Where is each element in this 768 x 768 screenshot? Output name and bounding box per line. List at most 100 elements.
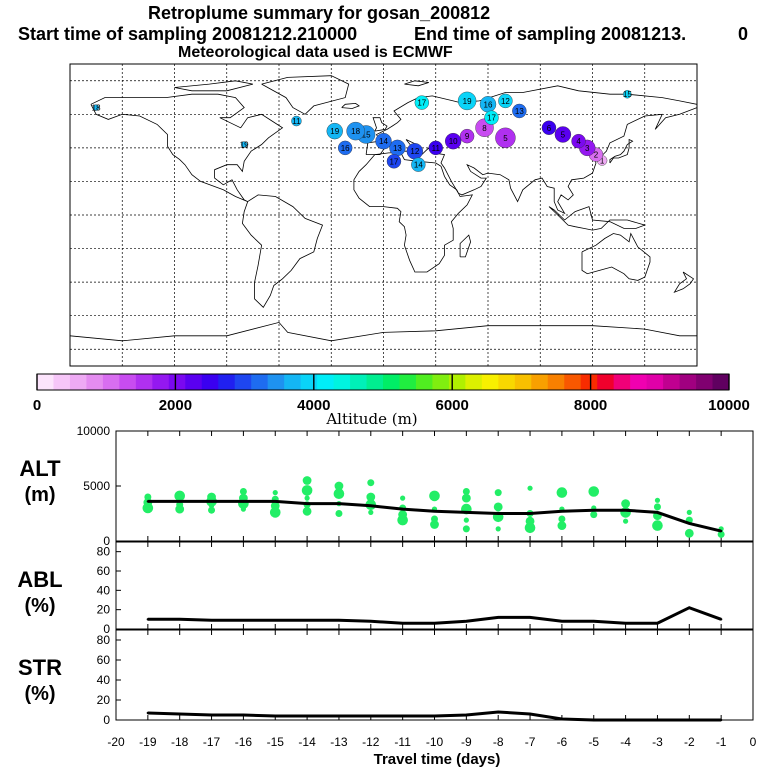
y-tick-label: 10000 [77,424,111,438]
scatter-point [558,515,566,523]
line-point [210,713,213,717]
scatter-point [623,518,629,524]
scatter-point [366,492,376,502]
plume-cluster-marker [444,132,462,150]
line-point [337,714,341,718]
line-point [210,500,213,503]
plume-cluster-label: 19 [463,97,472,106]
x-tick-label: -4 [620,735,631,749]
plume-cluster-marker [240,141,248,148]
scatter-point [429,490,440,502]
scatter-point [304,495,310,501]
x-axis-title: Travel time (days) [374,751,501,768]
y-tick-label: 80 [97,633,111,647]
line-point [688,606,691,609]
line-point [465,511,468,514]
scatter-point [302,506,312,516]
x-tick-label: -15 [267,735,285,749]
colorbar-segment [69,374,87,390]
scatter-point [588,486,600,497]
plume-cluster-label: 15 [623,90,632,99]
colorbar-segment [531,374,549,390]
scatter-point [684,528,694,538]
x-tick-label: 0 [750,735,757,749]
line-series-abl [147,606,722,625]
colorbar-segment [547,374,565,390]
scatter-point [717,530,725,538]
time-series-panels: ALT (m) 10000 5000 0 ABL (%) 80 60 40 20 0 STR (%) 80 6… [17,424,754,727]
plume-cluster: 19 [326,122,343,140]
panel-frame [115,629,754,721]
scatter-point [207,492,216,502]
plume-cluster-marker [386,154,402,169]
colorbar-segment [317,374,334,390]
coastline-iceland [341,102,360,109]
coastline-eurasia [365,85,698,215]
x-tick-label: -7 [525,735,536,749]
scatter-point [302,476,312,485]
line-point [560,510,564,513]
line-point [369,620,372,623]
plume-cluster-marker [375,132,392,150]
plume-cluster-label: 5 [561,130,566,139]
scatter-point [495,526,501,532]
colorbar-segment [366,374,384,390]
scatter-point [525,516,535,526]
line-point [178,500,181,503]
x-tick-label: -16 [235,735,253,749]
y-tick-label: 80 [97,545,111,559]
plume-cluster: 16 [337,140,353,156]
y-tick-label: 60 [97,564,111,578]
coastline-australia [581,232,651,281]
plume-cluster-label: 14 [379,137,388,146]
scatter-point [368,509,374,515]
line-point [465,713,468,717]
plume-cluster-marker [484,110,499,125]
plume-cluster-label: 11 [292,117,301,126]
plume-cluster-label: 8 [482,124,487,133]
line-point [592,718,595,722]
coastline-new-zealand [673,271,695,294]
colorbar-segment [102,374,120,390]
line-point [146,711,150,715]
line-point [719,718,723,722]
panel-abl: ABL (%) 80 60 40 20 0 [17,541,754,636]
colorbar-segment [53,374,71,390]
scatter-point [431,515,438,523]
colorbar-segment [432,374,450,390]
scatter-point [527,485,533,491]
plume-cluster-label: 15 [362,130,371,139]
plume-cluster: 11 [291,115,302,127]
plume-cluster-marker [554,126,572,143]
plume-cluster-marker [92,104,100,111]
colorbar-segment [580,374,598,390]
coastline-africa [353,152,474,273]
y-tick-label: 0 [103,713,110,727]
colorbar-segment [218,374,236,390]
plume-cluster-label: 6 [547,124,552,133]
plume-cluster-marker [457,91,477,111]
plume-cluster: 13 [389,139,406,157]
colorbar-segment [234,374,252,390]
scatter-point [270,501,280,511]
coastline-antarctica [69,321,697,342]
plume-cluster-marker [498,93,513,109]
y-tick-label: 0 [103,534,110,548]
x-tick-label: -6 [557,735,568,749]
plume-cluster-label: 13 [515,107,524,116]
coastline-great-britain [372,117,388,132]
y-tick-label: 0 [103,622,110,636]
plume-cluster: 5 [554,126,572,143]
x-axis: -20 -19 -18 -17 -16 -15 -14 -13 -12 -11 -10 -9 -8 -7-… [107,735,756,749]
line-point [433,622,436,625]
coastline-south-america [241,194,324,308]
scatter-point [590,511,598,519]
scatter-point [335,510,343,517]
y-tick-label: 40 [97,673,111,687]
line-point [528,616,532,619]
panel-alt: ALT (m) 10000 5000 0 [19,424,754,548]
plume-cluster-label: 17 [417,99,426,108]
line-point [305,619,309,622]
colorbar-tick-label: 4000 [297,397,330,414]
